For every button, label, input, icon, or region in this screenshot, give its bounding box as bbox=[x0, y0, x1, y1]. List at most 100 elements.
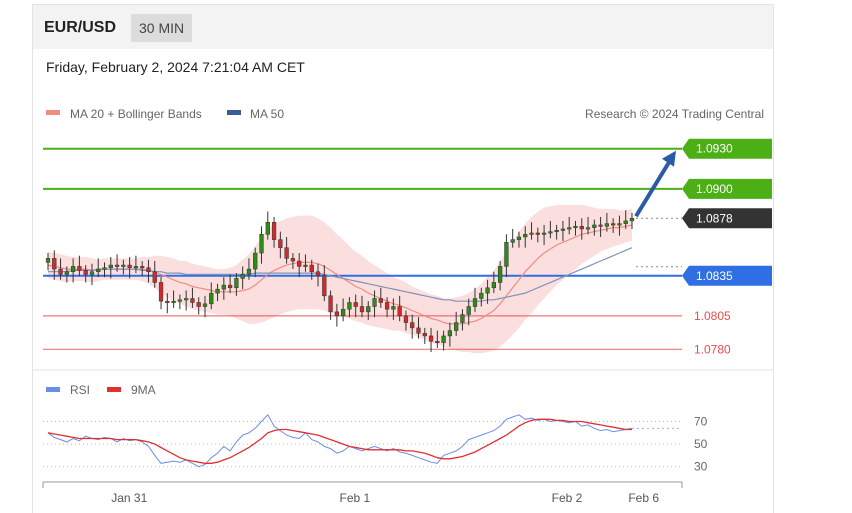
legend-label-rsi: RSI bbox=[70, 383, 90, 397]
candle-body bbox=[567, 227, 572, 230]
level-tag-2 bbox=[682, 208, 772, 229]
candle-body bbox=[196, 302, 201, 307]
candle-body bbox=[127, 264, 132, 268]
level-tag-0 bbox=[682, 138, 772, 159]
candle-body bbox=[504, 242, 509, 267]
candle-body bbox=[121, 264, 126, 267]
level-label-5: 1.0780 bbox=[694, 342, 731, 356]
x-tick-label: Jan 31 bbox=[111, 491, 147, 505]
rsi-panel: 70 50 30 bbox=[43, 413, 708, 474]
ma50-line bbox=[48, 247, 633, 302]
candle-body bbox=[165, 300, 170, 303]
candle-body bbox=[190, 298, 195, 303]
candle-body bbox=[479, 292, 484, 299]
candle-body bbox=[629, 218, 635, 222]
candle-body bbox=[554, 230, 559, 233]
candle-body bbox=[221, 284, 226, 290]
candle-body bbox=[227, 284, 233, 289]
candle-body bbox=[140, 266, 145, 269]
candle-body bbox=[466, 306, 471, 315]
candle-body bbox=[209, 292, 214, 305]
level-tag-1 bbox=[682, 178, 772, 199]
candles bbox=[45, 210, 635, 352]
candle-body bbox=[278, 239, 283, 248]
candle-body bbox=[372, 298, 377, 307]
legend-label-ma50: MA 50 bbox=[250, 107, 284, 121]
candle-body bbox=[416, 327, 421, 334]
candle-body bbox=[617, 223, 622, 226]
ma20-line bbox=[47, 224, 633, 325]
candle-body bbox=[64, 271, 69, 275]
candle-body bbox=[83, 270, 88, 275]
candle-body bbox=[529, 232, 534, 235]
candle-body bbox=[384, 302, 390, 310]
candle-body bbox=[403, 315, 409, 323]
level-label-4: 1.0805 bbox=[694, 309, 731, 323]
candle-body bbox=[290, 258, 296, 262]
candle-body bbox=[184, 298, 189, 301]
rsi-ref-label-30: 30 bbox=[694, 460, 708, 474]
rsi-ref-label-70: 70 bbox=[694, 415, 708, 429]
level-label-0: 1.0930 bbox=[696, 142, 733, 156]
level-label-2: 1.0878 bbox=[696, 211, 733, 225]
candle-body bbox=[541, 232, 547, 235]
candle-body bbox=[485, 287, 490, 294]
candle-body bbox=[89, 271, 95, 275]
timeframe-badge[interactable]: 30 MIN bbox=[131, 14, 193, 42]
candle-body bbox=[585, 227, 591, 230]
candle-body bbox=[604, 223, 610, 227]
candle-body bbox=[108, 264, 113, 268]
candle-body bbox=[435, 341, 440, 344]
candle-body bbox=[347, 302, 352, 310]
candle-body bbox=[77, 266, 82, 271]
candle-body bbox=[592, 224, 597, 228]
candle-body bbox=[454, 322, 459, 331]
candle-body bbox=[322, 275, 327, 297]
candle-body bbox=[284, 247, 289, 259]
level-label-3: 1.0835 bbox=[696, 269, 733, 283]
candle-body bbox=[102, 267, 107, 270]
candle-body bbox=[265, 222, 270, 235]
candle-body bbox=[158, 282, 164, 302]
candle-body bbox=[548, 231, 553, 234]
candle-body bbox=[391, 306, 396, 310]
candle-body bbox=[353, 302, 358, 307]
candle-body bbox=[215, 288, 220, 294]
candle-body bbox=[378, 298, 383, 303]
projection-arrow bbox=[634, 150, 676, 218]
candle-body bbox=[58, 268, 63, 275]
rsi-line bbox=[47, 413, 633, 468]
candle-body bbox=[303, 264, 308, 267]
candle-body bbox=[259, 234, 264, 254]
candle-body bbox=[246, 268, 252, 275]
candle-body bbox=[202, 303, 208, 307]
candle-body bbox=[535, 232, 540, 235]
candle-body bbox=[146, 267, 151, 272]
candle-body bbox=[171, 300, 176, 303]
candle-body bbox=[472, 298, 478, 307]
rsi-ma9-line bbox=[47, 418, 632, 464]
x-tick-label: Feb 2 bbox=[552, 491, 583, 505]
candle-body bbox=[441, 335, 446, 343]
candle-body bbox=[598, 224, 603, 227]
chart-datetime: Friday, February 2, 2024 7:21:04 AM CET bbox=[46, 59, 305, 75]
legend-swatch-ma50 bbox=[227, 110, 241, 115]
candle-body bbox=[428, 335, 434, 342]
legend-swatch-ma20 bbox=[46, 110, 60, 115]
candle-body bbox=[240, 274, 245, 279]
candle-body bbox=[447, 330, 453, 337]
legend-label-ma20: MA 20 + Bollinger Bands bbox=[70, 107, 202, 121]
candle-body bbox=[52, 258, 57, 270]
legend-label-9ma: 9MA bbox=[131, 383, 156, 397]
candle-body bbox=[152, 271, 157, 283]
currency-pair-title: EUR/USD bbox=[44, 19, 117, 36]
candle-body bbox=[611, 223, 616, 226]
rsi-ref-label-50: 50 bbox=[694, 437, 708, 451]
candle-body bbox=[96, 268, 101, 272]
candle-body bbox=[623, 220, 628, 224]
candle-body bbox=[560, 228, 566, 231]
candle-body bbox=[397, 306, 402, 317]
level-tag-3 bbox=[682, 265, 772, 286]
projection-shaft bbox=[634, 159, 672, 218]
